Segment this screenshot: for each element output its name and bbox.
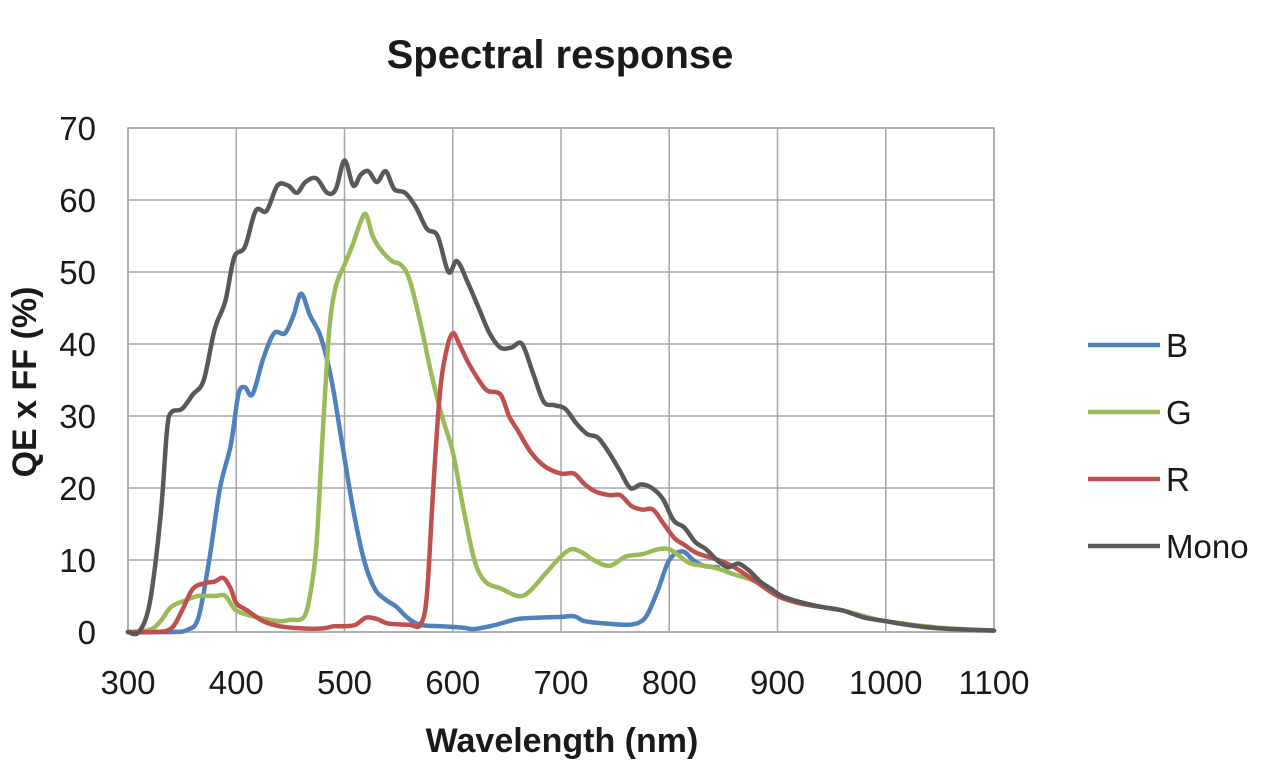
y-axis-title: QE x FF (%) — [6, 287, 44, 478]
x-tick-label: 400 — [209, 664, 264, 701]
y-axis-ticks: 0 10 20 30 40 50 60 70 — [59, 110, 96, 651]
x-tick-label: 900 — [750, 664, 805, 701]
x-tick-label: 700 — [533, 664, 588, 701]
y-tick-label: 10 — [59, 542, 96, 579]
legend-label-b: B — [1166, 327, 1188, 364]
plot-area — [127, 127, 995, 633]
x-tick-label: 600 — [425, 664, 480, 701]
x-axis-title: Wavelength (nm) — [426, 722, 699, 760]
legend: BGR Mono — [1088, 327, 1249, 565]
x-tick-label: 1100 — [959, 664, 1030, 701]
x-tick-label: 1000 — [849, 664, 922, 701]
series-line-g — [125, 211, 997, 635]
legend-label-mono: Mono — [1166, 528, 1249, 565]
x-tick-label: 500 — [317, 664, 372, 701]
x-tick-label: 300 — [100, 664, 155, 701]
series-line-mono — [125, 158, 997, 637]
series-line-r — [125, 330, 845, 635]
legend-label-r: R — [1166, 461, 1190, 498]
y-tick-label: 60 — [59, 182, 96, 219]
series-layer — [125, 158, 997, 637]
y-tick-label: 0 — [78, 614, 96, 651]
x-tick-label: 800 — [642, 664, 697, 701]
legend-label-g: G — [1166, 394, 1192, 431]
x-axis-ticks: 300 400 500 600 700 800 900 1000 1100 — [100, 664, 1029, 701]
y-tick-label: 40 — [59, 326, 96, 363]
y-tick-label: 20 — [59, 470, 96, 507]
series-line-b — [125, 291, 721, 635]
y-tick-label: 70 — [59, 110, 96, 147]
y-tick-label: 50 — [59, 254, 96, 291]
y-tick-label: 30 — [59, 398, 96, 435]
chart-title: Spectral response — [387, 33, 734, 77]
